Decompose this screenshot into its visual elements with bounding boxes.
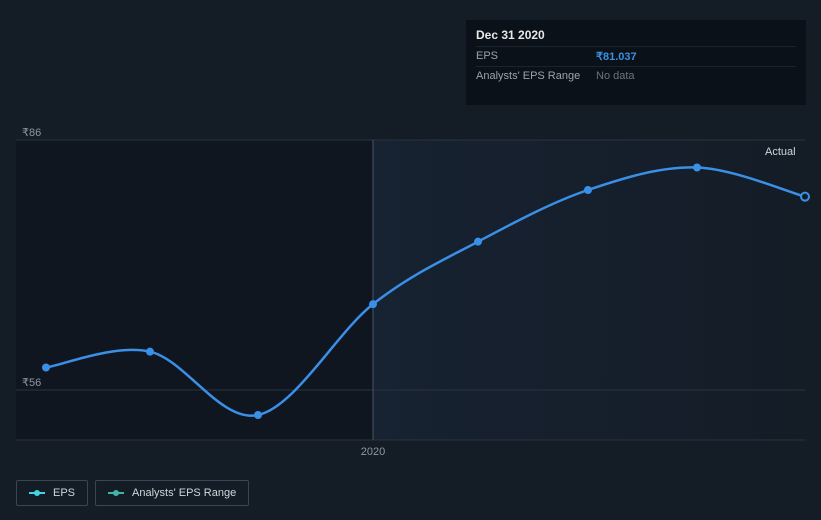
tooltip-row-value: No data bbox=[596, 70, 796, 82]
tooltip-row-label: Analysts' EPS Range bbox=[476, 70, 596, 82]
tooltip-row: EPS₹81.037 bbox=[476, 46, 796, 66]
legend-item-label: EPS bbox=[53, 487, 75, 499]
y-axis-tick-label: ₹56 bbox=[22, 376, 41, 389]
x-axis-tick-label: 2020 bbox=[361, 446, 385, 458]
legend-item-eps[interactable]: EPS bbox=[16, 480, 88, 506]
eps-marker bbox=[146, 348, 154, 356]
tooltip-date: Dec 31 2020 bbox=[476, 28, 796, 42]
legend-item-label: Analysts' EPS Range bbox=[132, 487, 236, 499]
tooltip-row-label: EPS bbox=[476, 50, 596, 63]
past-region-shade bbox=[16, 140, 373, 440]
hover-tooltip: Dec 31 2020 EPS₹81.037Analysts' EPS Rang… bbox=[466, 20, 806, 105]
eps-marker bbox=[584, 186, 592, 194]
legend-item-eps_range[interactable]: Analysts' EPS Range bbox=[95, 480, 249, 506]
eps-marker bbox=[474, 238, 482, 246]
eps-chart-widget: { "layout": { "width": 821, "height": 52… bbox=[0, 0, 821, 520]
eps-marker bbox=[369, 300, 377, 308]
tooltip-row-value: ₹81.037 bbox=[596, 50, 796, 63]
legend: EPS Analysts' EPS Range bbox=[16, 480, 249, 506]
legend-swatch-icon bbox=[108, 492, 124, 494]
eps-marker bbox=[801, 193, 809, 201]
eps-marker bbox=[254, 411, 262, 419]
actual-region-shade bbox=[373, 140, 805, 440]
actual-region-label: Actual bbox=[765, 146, 796, 158]
eps-marker bbox=[42, 364, 50, 372]
tooltip-row: Analysts' EPS RangeNo data bbox=[476, 66, 796, 85]
legend-swatch-icon bbox=[29, 492, 45, 494]
eps-marker bbox=[693, 164, 701, 172]
y-axis-tick-label: ₹86 bbox=[22, 126, 41, 139]
